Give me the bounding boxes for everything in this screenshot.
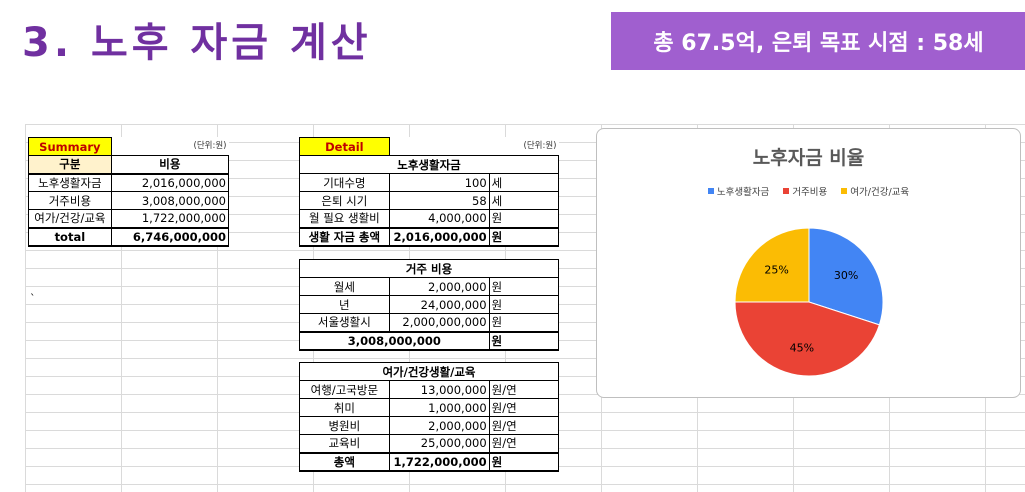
table-row: 년 24,000,000 원 xyxy=(299,295,560,314)
summary-unit-note: (단위:원) xyxy=(193,141,227,152)
pie-chart-card[interactable]: 노후자금 비율 노후생활자금 거주비용 여가/건강/교육 30% 45% 25% xyxy=(596,128,1021,398)
table-row: 여가/건강/교육 1,722,000,000 xyxy=(28,209,230,228)
leisure-row-label[interactable]: 취미 xyxy=(299,398,390,417)
leisure-total-unit[interactable]: 원 xyxy=(488,451,560,472)
living-section-title: 노후생활자금 xyxy=(299,155,559,174)
housing-row-value[interactable]: 24,000,000 xyxy=(388,295,490,314)
legend-swatch xyxy=(783,188,790,194)
pie-data-label: 45% xyxy=(790,341,814,354)
legend-label: 여가/건강/교육 xyxy=(850,187,910,198)
leisure-row-unit[interactable]: 원/연 xyxy=(488,398,560,417)
leisure-row-unit[interactable]: 원/연 xyxy=(488,434,560,453)
leisure-row-value[interactable]: 1,000,000 xyxy=(388,398,490,417)
summary-total-value[interactable]: 6,746,000,000 xyxy=(110,226,230,247)
legend-item: 노후생활자금 xyxy=(707,184,770,198)
living-row-value[interactable]: 100 xyxy=(388,173,490,192)
pie-slice[interactable] xyxy=(808,227,884,326)
detail-living-table: Detail (단위:원) 노후생활자금 기대수명 100 세 은퇴 시기 58… xyxy=(299,137,560,247)
table-row: 거주비용 3,008,000,000 xyxy=(28,191,230,210)
goal-banner: 총 67.5억, 은퇴 목표 시점 : 58세 xyxy=(611,12,1025,70)
table-row: 교육비 25,000,000 원/연 xyxy=(299,434,560,453)
summary-row-value[interactable]: 2,016,000,000 xyxy=(110,173,230,192)
housing-row-label[interactable]: 월세 xyxy=(299,277,390,296)
page-title: 3. 노후 자금 계산 xyxy=(22,20,372,66)
living-total-value[interactable]: 2,016,000,000 xyxy=(388,226,490,247)
summary-caption: Summary xyxy=(28,137,112,156)
living-row-label[interactable]: 은퇴 시기 xyxy=(299,191,390,210)
leisure-row-label[interactable]: 병원비 xyxy=(299,416,390,435)
housing-total-unit[interactable]: 원 xyxy=(488,330,560,351)
chart-title: 노후자금 비율 xyxy=(752,147,865,169)
living-row-value[interactable]: 4,000,000 xyxy=(388,209,490,228)
detail-leisure-table: 여가/건강생활/교육 여행/고국방문 13,000,000 원/연 취미 1,0… xyxy=(299,362,560,472)
summary-header-category: 구분 xyxy=(28,155,112,175)
summary-row-label[interactable]: 노후생활자금 xyxy=(28,173,112,192)
legend-swatch xyxy=(841,188,848,194)
housing-row-unit[interactable]: 원 xyxy=(488,295,560,314)
leisure-row-value[interactable]: 2,000,000 xyxy=(388,416,490,435)
detail-housing-table: 거주 비용 월세 2,000,000 원 년 24,000,000 원 서울생활… xyxy=(299,259,560,351)
leisure-row-value[interactable]: 25,000,000 xyxy=(388,434,490,453)
pie-data-label: 25% xyxy=(764,264,788,277)
housing-row-value[interactable]: 2,000,000 xyxy=(388,277,490,296)
living-row-label[interactable]: 기대수명 xyxy=(299,173,390,192)
table-row: 여행/고국방문 13,000,000 원/연 xyxy=(299,380,560,399)
leisure-row-label[interactable]: 교육비 xyxy=(299,434,390,453)
living-total-unit[interactable]: 원 xyxy=(488,226,560,247)
summary-table: Summary (단위:원) 구분 비용 노후생활자금 2,016,000,00… xyxy=(28,137,230,247)
table-row: 은퇴 시기 58 세 xyxy=(299,191,560,210)
legend-item: 여가/건강/교육 xyxy=(841,184,909,198)
detail-caption: Detail xyxy=(299,137,390,156)
housing-row-unit[interactable]: 원 xyxy=(488,277,560,296)
living-row-label[interactable]: 월 필요 생활비 xyxy=(299,209,390,228)
detail-unit-note: (단위:원) xyxy=(523,141,557,152)
chart-legend: 노후생활자금 거주비용 여가/건강/교육 xyxy=(597,184,1020,198)
pie-chart: 30% 45% 25% xyxy=(734,227,884,377)
living-row-unit[interactable]: 원 xyxy=(488,209,560,228)
leisure-section-title: 여가/건강생활/교육 xyxy=(299,362,559,381)
table-row: 병원비 2,000,000 원/연 xyxy=(299,416,560,435)
leisure-row-value[interactable]: 13,000,000 xyxy=(388,380,490,399)
legend-label: 거주비용 xyxy=(792,187,828,198)
living-row-unit[interactable]: 세 xyxy=(488,191,560,210)
leisure-total-label[interactable]: 총액 xyxy=(299,451,390,472)
pie-slice[interactable] xyxy=(734,301,881,377)
leisure-row-label[interactable]: 여행/고국방문 xyxy=(299,380,390,399)
leisure-row-unit[interactable]: 원/연 xyxy=(488,380,560,399)
summary-row-value[interactable]: 3,008,000,000 xyxy=(110,191,230,210)
summary-row-value[interactable]: 1,722,000,000 xyxy=(110,209,230,228)
table-row: 서울생활시 2,000,000,000 원 xyxy=(299,313,560,332)
pie-slice[interactable] xyxy=(734,227,810,303)
leisure-total-value[interactable]: 1,722,000,000 xyxy=(388,451,490,472)
summary-row-label[interactable]: 거주비용 xyxy=(28,191,112,210)
living-total-label[interactable]: 생활 자금 총액 xyxy=(299,226,390,247)
legend-swatch xyxy=(707,188,714,194)
table-row: 취미 1,000,000 원/연 xyxy=(299,398,560,417)
table-row: 기대수명 100 세 xyxy=(299,173,560,192)
housing-section-title: 거주 비용 xyxy=(299,259,559,278)
living-row-unit[interactable]: 세 xyxy=(488,173,560,192)
stray-mark: ` xyxy=(30,292,36,305)
legend-label: 노후생활자금 xyxy=(716,187,770,198)
housing-row-label[interactable]: 년 xyxy=(299,295,390,314)
housing-total-value[interactable]: 3,008,000,000 xyxy=(299,330,490,351)
pie-data-label: 30% xyxy=(834,269,858,282)
table-row: 노후생활자금 2,016,000,000 xyxy=(28,173,230,192)
living-row-value[interactable]: 58 xyxy=(388,191,490,210)
housing-row-label[interactable]: 서울생활시 xyxy=(299,313,390,332)
leisure-row-unit[interactable]: 원/연 xyxy=(488,416,560,435)
summary-header-cost: 비용 xyxy=(110,155,230,175)
housing-row-unit[interactable]: 원 xyxy=(488,313,560,332)
summary-row-label[interactable]: 여가/건강/교육 xyxy=(28,209,112,228)
housing-row-value[interactable]: 2,000,000,000 xyxy=(388,313,490,332)
table-row: 월 필요 생활비 4,000,000 원 xyxy=(299,209,560,228)
table-row: 월세 2,000,000 원 xyxy=(299,277,560,296)
legend-item: 거주비용 xyxy=(783,184,827,198)
summary-total-label[interactable]: total xyxy=(28,226,112,247)
